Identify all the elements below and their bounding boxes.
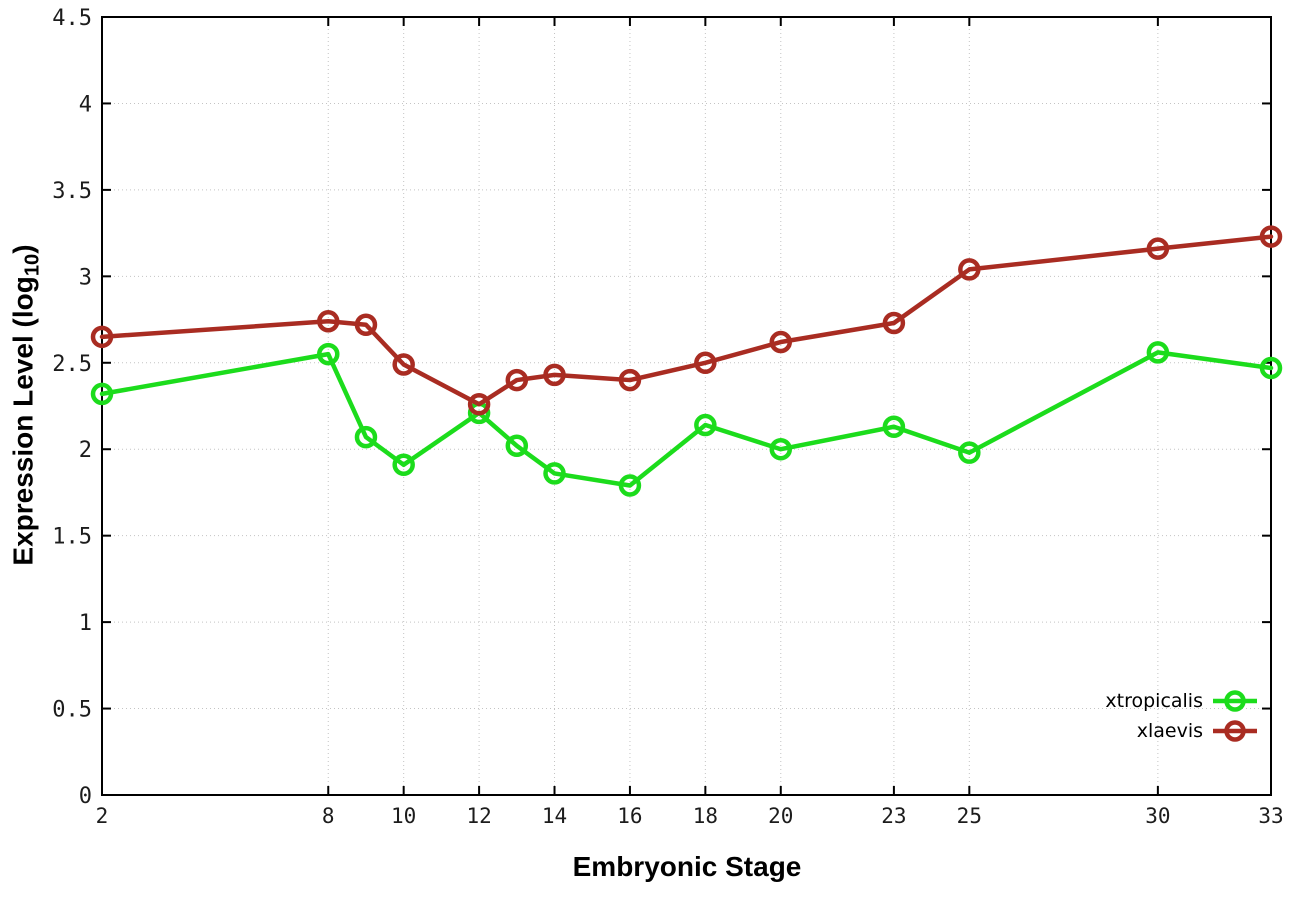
y-tick-label: 1 [79,611,92,636]
data-point-marker [694,351,717,375]
y-axis-title-text: Expression Level (log [7,276,39,566]
data-point-marker [317,310,340,333]
data-point-marker [505,368,529,392]
series-line [99,234,1274,407]
y-axis-title-close: ) [7,244,39,254]
data-point-marker [618,368,642,392]
data-point-marker [90,325,114,349]
line-circle-marker-icon [1213,720,1257,742]
y-tick-label: 2.5 [52,352,92,377]
x-tick-label: 8 [322,804,335,828]
data-point-marker [1146,341,1170,364]
data-point-marker [354,313,378,336]
data-point-marker [467,393,491,416]
y-tick-label: 1.5 [52,525,92,550]
x-tick-label: 23 [881,804,906,828]
series-xtropicalis [90,341,1283,497]
data-point-marker [769,330,793,354]
data-point-marker [882,415,906,438]
legend-item-xtropicalis: xtropicalis [1105,686,1258,716]
x-tick-label: 33 [1258,804,1283,828]
data-point-marker [958,441,981,464]
data-point-marker [1259,356,1283,380]
legend-label-xlaevis: xlaevis [1136,720,1203,742]
data-point-marker [882,311,906,335]
data-point-marker [694,413,717,437]
line-circle-marker-icon [1213,690,1257,712]
plot-border [101,16,1272,796]
x-tick-label: 12 [466,804,491,828]
x-tick-label: 30 [1145,804,1170,828]
x-tick-label: 10 [391,804,416,828]
x-tick-label: 18 [693,804,718,828]
tick-marks [101,16,1272,796]
series-line [99,350,1274,488]
data-point-marker [769,437,793,461]
y-tick-label: 0.5 [52,698,92,723]
tick-labels: 2 8 10 12 14 16 18 20 23 25 30 33 0 0.5 1 1.5 2 2.5 3 3.5 4 4… [52,6,1283,828]
legend: xtropicalis xlaevis [1105,686,1258,746]
x-tick-label: 2 [96,804,109,828]
x-tick-label: 14 [542,804,567,828]
y-axis-title: Expression Level (log10) [8,244,45,565]
data-point-marker [392,453,415,477]
x-tick-label: 25 [957,804,982,828]
y-tick-label: 4.5 [52,6,92,31]
data-point-marker [392,353,415,376]
legend-item-xlaevis: xlaevis [1105,716,1258,746]
data-point-marker [958,258,981,281]
y-tick-label: 3.5 [52,179,92,204]
x-axis-title: Embryonic Stage [572,851,802,882]
data-point-marker [543,462,566,485]
legend-label-xtropicalis: xtropicalis [1105,690,1203,712]
y-tick-label: 3 [79,265,92,290]
y-tick-label: 2 [79,438,92,463]
y-tick-label: 4 [79,92,92,117]
data-point-marker [354,425,378,449]
data-point-marker [90,382,114,406]
gridlines [101,16,1272,795]
y-tick-label: 0 [79,784,92,809]
data-point-marker [543,363,566,387]
data-point-marker [618,474,642,497]
data-point-marker [1259,225,1283,248]
data-point-marker [505,434,529,458]
data-point-marker [1146,237,1170,260]
series-xlaevis [90,225,1283,416]
x-tick-label: 20 [768,804,793,828]
data-point-marker [317,342,340,366]
y-axis-title-subscript: 10 [21,253,44,277]
x-tick-label: 16 [617,804,642,828]
